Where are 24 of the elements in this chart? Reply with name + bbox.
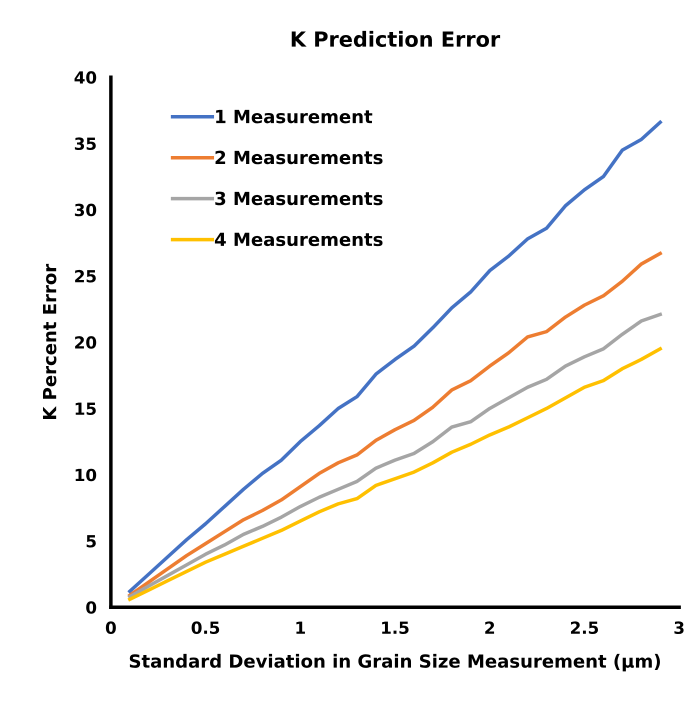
legend-label: 4 Measurements [214, 232, 383, 246]
x-tick-label: 3 [674, 621, 684, 634]
y-tick-label: 15 [76, 402, 96, 416]
y-axis-title: K Percent Error [42, 264, 56, 419]
legend-label: 1 Measurement [216, 110, 372, 124]
y-tick-label: 20 [75, 336, 96, 349]
y-tick-label: 5 [86, 535, 96, 548]
x-tick-label: 1.5 [382, 622, 409, 634]
y-tick-label: 25 [75, 270, 96, 283]
x-tick-label: 1 [296, 622, 305, 634]
x-tick-label: 0.5 [192, 621, 220, 634]
chart-title: K Prediction Error [292, 30, 500, 47]
y-tick-label: 30 [74, 204, 96, 216]
legend-label: 3 Measurements [215, 192, 383, 206]
x-tick-label: 2 [485, 621, 494, 634]
y-tick-label: 35 [74, 137, 96, 150]
y-tick-label: 40 [74, 71, 96, 84]
x-tick-label: 2.5 [570, 621, 598, 634]
x-tick-label: 0 [106, 621, 116, 634]
legend-label: 2 Measurements [216, 150, 383, 164]
x-axis-title: Standard Deviation in Grain Size Measurement (µm) [130, 654, 660, 672]
line-series [128, 252, 662, 598]
y-tick-label: 0 [86, 601, 96, 614]
y-tick-label: 10 [76, 468, 96, 482]
